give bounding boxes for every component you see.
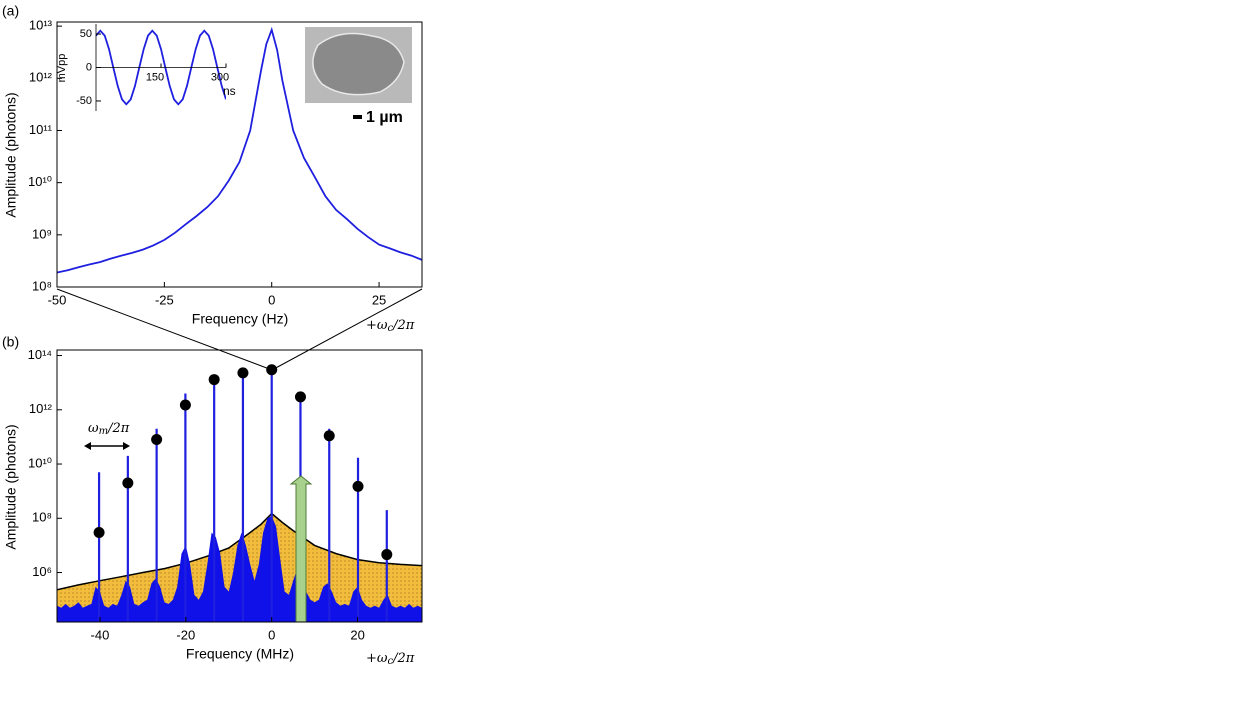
y-tick-label: 10¹² [29,401,53,416]
sideband-dot [122,477,134,489]
y-tick-label: 10¹⁴ [28,347,52,362]
plot-area [57,367,422,622]
data-line [57,26,422,274]
sideband-dot [237,367,249,379]
panel-label: (a) [2,3,19,19]
y-axis-title: Amplitude (photons) [3,92,19,217]
zoom-line [56,288,273,371]
scale-label: 1 µm [366,109,403,126]
y-axis-title: Amplitude (photons) [3,424,19,549]
sideband-dot [381,549,393,561]
x-tick-label: 25 [372,292,386,307]
x-tick-label: -50 [48,292,67,307]
x-tick-label: 150 [146,71,164,83]
inset-x-title: ns [223,84,236,98]
pump-arrow [289,475,313,623]
annotation-part: c [388,323,394,334]
data-line [96,29,226,106]
plot-area [57,26,422,274]
y-tick-label: 10⁸ [32,278,52,293]
x-tick-label: 0 [268,292,275,307]
sideband-dot [179,399,191,411]
plot-area [96,29,226,106]
x-tick-label: 20 [350,627,364,642]
sideband-dot [323,430,335,442]
x-axis-title: Frequency (Hz) [192,311,288,327]
sideband-dot [294,391,306,403]
annotation-part: +ω [366,651,388,666]
plots: 10⁸ 10⁹ 10¹⁰ 10¹¹ 10¹² 10¹³ -50 -25 0 25 50 0 -50 150… [28,18,423,642]
annotation-part: +ω [366,318,388,333]
y-tick-label: 0 [86,61,92,73]
lorentzian-line [57,512,422,591]
y-tick-label: 10⁶ [32,564,52,579]
annotation-part: c [388,656,394,667]
plot-frame [56,21,423,288]
y-tick-label: 10¹² [29,70,53,85]
x-tick-label: -40 [91,627,110,642]
annotation-part: m [99,426,108,437]
y-tick-label: -50 [76,95,92,107]
y-tick-label: 10¹⁰ [28,455,52,470]
x-tick-label: -25 [155,292,174,307]
y-tick-label: 50 [80,28,92,40]
x-tick-label: -20 [176,627,195,642]
sem-disk [312,32,405,96]
sideband-dot [93,526,105,538]
sideband-dot [208,374,220,386]
x-axis-title: Frequency (MHz) [186,646,294,662]
y-tick-label: 10⁸ [32,510,52,525]
sideband-dot [151,434,163,446]
x-tick-label: 0 [268,627,275,642]
zoom-line [271,288,423,371]
plot-frame [56,349,423,623]
x-tick-label: 300 [211,71,229,83]
x-annotation: +ωc/2π [366,318,415,334]
panel-label: (b) [2,334,19,350]
spacing-annotation: ωm/2π [88,421,130,437]
annotation-part: ω [88,421,99,436]
noise-area [57,516,422,622]
y-tick-label: 10¹¹ [29,122,53,137]
annotation-part: /2π [391,651,415,666]
y-tick-label: 10¹⁰ [28,174,52,189]
sideband-dot [352,480,364,492]
scale-bar [353,115,362,119]
inset-y-title: mVpp [56,54,68,83]
annotation-part: /2π [391,318,415,333]
y-tick-label: 10¹³ [29,18,53,33]
x-annotation: +ωc/2π [366,651,415,667]
annotation-part: /2π [106,421,130,436]
y-tick-label: 10⁹ [32,226,52,241]
